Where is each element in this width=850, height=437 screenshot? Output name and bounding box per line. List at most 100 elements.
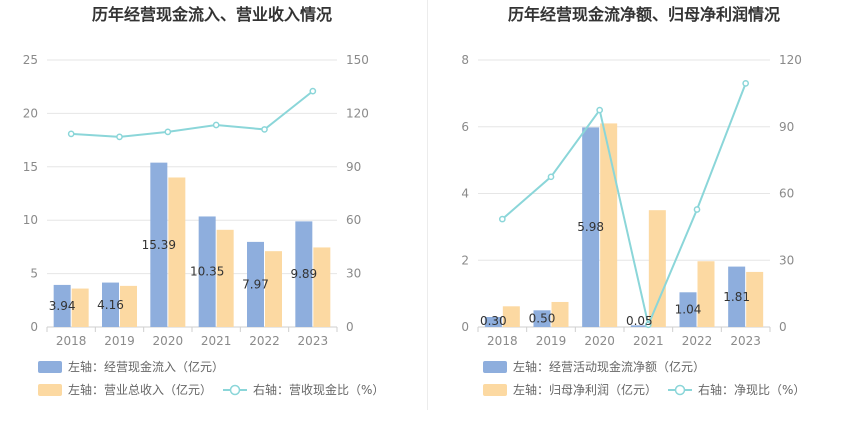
line-point <box>212 121 220 129</box>
x-tick-label: 2022 <box>682 334 713 348</box>
y-right-tick-label: 0 <box>346 320 354 334</box>
legend-swatch <box>38 361 62 373</box>
x-tick-label: 2023 <box>298 334 329 348</box>
legend-label: 右轴：净现比（%） <box>698 382 805 397</box>
bar <box>150 162 168 327</box>
y-left-tick-label: 10 <box>23 213 38 227</box>
bar <box>728 266 746 327</box>
legend-swatch <box>38 384 62 396</box>
x-tick-label: 2020 <box>584 334 615 348</box>
data-label: 1.04 <box>675 303 702 317</box>
line-point <box>67 130 75 138</box>
data-label: 9.89 <box>290 267 317 281</box>
bar <box>71 288 89 327</box>
x-tick-label: 2019 <box>104 334 135 348</box>
y-right-tick-label: 60 <box>346 213 361 227</box>
y-left-tick-label: 8 <box>461 53 469 67</box>
x-tick-label: 2018 <box>487 334 518 348</box>
bar <box>247 241 264 327</box>
data-label: 4.16 <box>97 298 124 312</box>
line-point <box>693 206 701 213</box>
bar <box>313 247 331 327</box>
y-right-tick-label: 120 <box>779 53 802 67</box>
bar <box>265 251 282 327</box>
bar <box>295 221 313 327</box>
legend-label: 左轴：经营现金流入（亿元） <box>68 359 224 374</box>
y-left-tick-label: 15 <box>23 160 38 174</box>
bar <box>697 261 715 327</box>
x-tick-label: 2021 <box>633 334 664 348</box>
bar <box>551 301 569 327</box>
data-label: 0.50 <box>529 312 556 326</box>
chart-title: 历年经营现金流入、营业收入情况 <box>92 5 332 24</box>
line-point <box>644 321 652 329</box>
y-left-tick-label: 0 <box>30 320 38 334</box>
series-line <box>501 83 747 329</box>
bar <box>533 310 551 327</box>
x-tick-label: 2019 <box>536 334 567 348</box>
legend-swatch <box>483 384 507 396</box>
line-point <box>309 87 317 95</box>
line-point <box>261 126 268 133</box>
y-right-tick-label: 60 <box>779 187 794 201</box>
y-left-tick-label: 20 <box>23 106 38 120</box>
line-point <box>596 106 604 114</box>
y-right-tick-label: 150 <box>346 53 369 67</box>
data-label: 0.30 <box>480 314 507 328</box>
x-tick-label: 2022 <box>249 334 280 348</box>
bar <box>484 316 502 327</box>
chart-net-cash-profit: 历年经营现金流净额、归母净利润情况 0 2 4 6 8 0 30 60 90 120 2018 2019… <box>461 5 805 397</box>
data-label: 15.39 <box>142 238 176 252</box>
legend-swatch-marker <box>229 384 241 396</box>
data-label: 7.97 <box>242 277 269 291</box>
line-point <box>116 133 123 141</box>
legend-label: 左轴：归母净利润（亿元） <box>513 382 657 397</box>
bar <box>168 177 186 327</box>
y-left-tick-label: 4 <box>461 187 469 201</box>
bar <box>648 210 666 327</box>
line-point <box>547 173 555 181</box>
bar <box>630 325 648 327</box>
bar <box>216 229 234 327</box>
y-right-tick-label: 120 <box>346 106 369 120</box>
data-label: 1.81 <box>723 290 750 304</box>
chart-cash-inflow-revenue: 历年经营现金流入、营业收入情况 0 5 10 15 20 25 0 30 60 90 120 150 20… <box>23 5 385 397</box>
bar <box>120 285 137 327</box>
legend-swatch <box>483 361 507 373</box>
bar <box>198 216 216 327</box>
line-point <box>498 215 506 223</box>
data-label: 3.94 <box>49 299 76 313</box>
chart-title: 历年经营现金流净额、归母净利润情况 <box>508 5 780 24</box>
y-left-tick-label: 0 <box>461 320 469 334</box>
divider <box>427 0 428 410</box>
line-point <box>164 128 172 136</box>
x-tick-label: 2018 <box>56 334 87 348</box>
y-left-tick-label: 5 <box>30 267 38 281</box>
line-point <box>742 80 750 87</box>
bar <box>502 306 520 327</box>
x-tick-label: 2021 <box>201 334 232 348</box>
bar <box>102 282 119 327</box>
y-right-tick-label: 30 <box>346 267 361 281</box>
y-right-tick-label: 0 <box>779 320 787 334</box>
data-label: 5.98 <box>577 220 604 234</box>
data-label: 0.05 <box>626 314 653 328</box>
y-left-tick-label: 2 <box>461 253 469 267</box>
legend-label: 右轴：营收现金比（%） <box>253 382 384 397</box>
bar <box>582 127 600 327</box>
y-right-tick-label: 90 <box>346 160 361 174</box>
bar <box>746 271 764 327</box>
x-tick-label: 2023 <box>730 334 761 348</box>
data-label: 10.35 <box>190 265 224 279</box>
y-left-tick-label: 6 <box>461 120 469 134</box>
y-right-tick-label: 30 <box>779 253 794 267</box>
legend-swatch-marker <box>674 384 686 396</box>
y-right-tick-label: 90 <box>779 120 794 134</box>
bar <box>53 284 71 327</box>
bar <box>600 123 618 327</box>
legend-label: 左轴：营业总收入（亿元） <box>68 382 212 397</box>
y-left-tick-label: 25 <box>23 53 38 67</box>
bar <box>679 292 697 327</box>
legend-label: 左轴：经营活动现金流净额（亿元） <box>513 359 705 374</box>
